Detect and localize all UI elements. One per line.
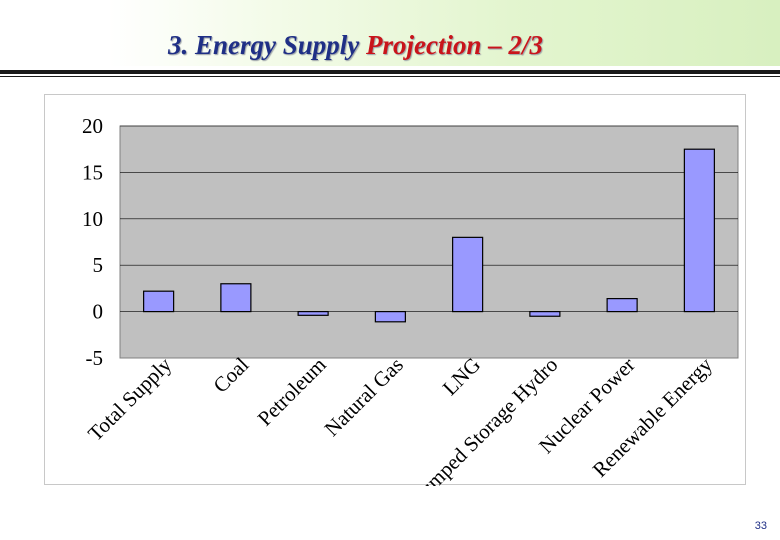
y-tick-label: 5 — [93, 253, 104, 277]
bar — [297, 311, 329, 316]
y-tick-label: 10 — [82, 207, 103, 231]
x-tick-label: Natural Gas — [320, 353, 408, 441]
x-tick-label: Coal — [208, 352, 253, 397]
page-number: 33 — [754, 520, 767, 532]
bar — [529, 311, 561, 317]
chart-frame: -5 0 5 10 15 20 Total Supply Coal Petroleum Natur… — [44, 94, 746, 486]
y-tick-label: 0 — [93, 300, 104, 324]
y-tick-label: 15 — [82, 160, 103, 184]
x-tick-label: Petroleum — [253, 353, 331, 431]
plot-area — [119, 125, 739, 359]
title-divider-thin — [0, 76, 780, 77]
bar — [606, 298, 638, 313]
title-divider-thick — [0, 70, 780, 74]
bar — [143, 290, 175, 313]
bar — [374, 311, 406, 323]
y-tick-label: 20 — [82, 114, 103, 138]
title-background — [108, 0, 780, 66]
x-tick-label: Pumped Storage Hydro — [406, 353, 562, 486]
y-tick-label: -5 — [86, 346, 104, 370]
slide-title-part-1: 3. Energy Supply — [168, 30, 367, 60]
bar — [683, 148, 715, 313]
slide-title-part-2: Projection – 2/3 — [366, 30, 544, 60]
x-tick-label: LNG — [438, 353, 485, 400]
bar — [452, 236, 484, 313]
bar — [220, 283, 252, 313]
slide-title: 3. Energy Supply Projection – 2/3 — [168, 30, 543, 61]
